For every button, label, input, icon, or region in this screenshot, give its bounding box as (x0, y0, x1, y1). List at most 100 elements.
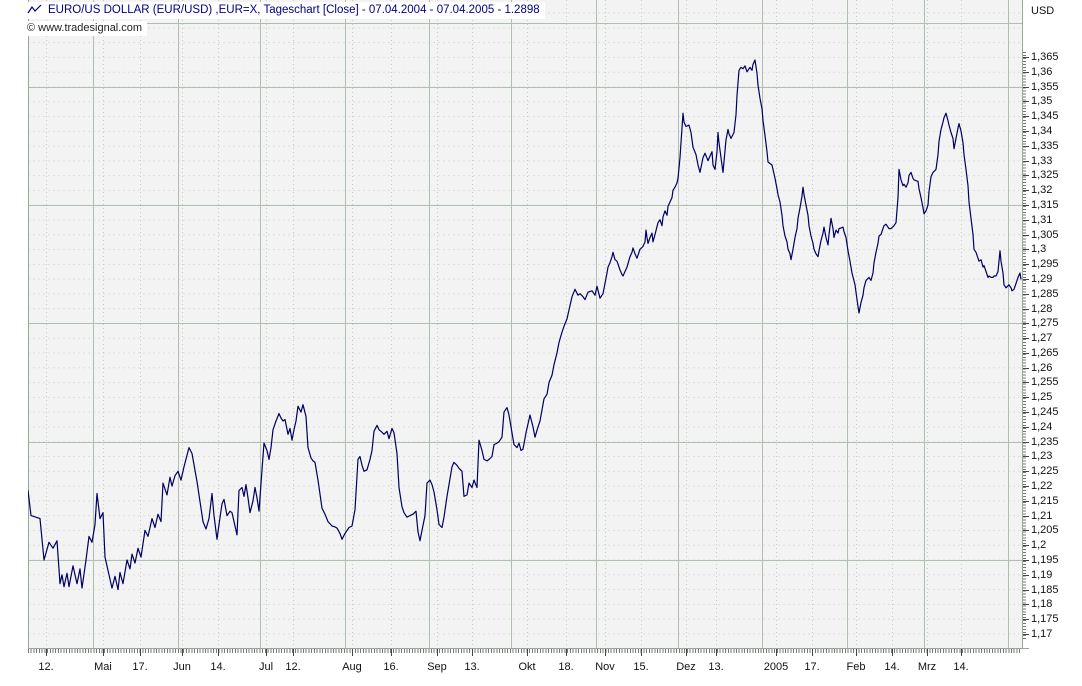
y-axis-label: 1,315 (1031, 198, 1059, 211)
x-grid-dotted-line (927, 0, 928, 648)
y-axis-tick (1023, 486, 1029, 487)
x-axis-label: Sep (427, 661, 447, 673)
x-axis-tick (437, 649, 438, 656)
x-axis-label: Mai (94, 661, 112, 673)
x-grid-dotted-line (892, 0, 893, 648)
y-axis-tick (1023, 560, 1029, 561)
y-axis-line (1022, 0, 1023, 649)
x-grid-dotted-line (566, 0, 567, 648)
y-axis-tick (1023, 294, 1029, 295)
y-axis-tick (1023, 619, 1029, 620)
value-grid-line (28, 442, 1022, 443)
y-axis-label: 1,365 (1031, 51, 1059, 63)
y-axis-label: 1,205 (1031, 524, 1059, 537)
x-axis-tick (566, 649, 567, 656)
month-grid-line (678, 0, 679, 648)
y-axis-label: 1,29 (1031, 272, 1053, 285)
price-line (28, 59, 1022, 591)
x-grid-dotted-line (140, 0, 141, 648)
y-axis-tick (1023, 175, 1029, 176)
title-divider-line (28, 23, 1022, 24)
y-axis-tick (1023, 353, 1029, 354)
y-axis-tick (1023, 634, 1029, 635)
x-axis-label: Aug (342, 661, 362, 673)
x-axis-tick (961, 649, 962, 656)
x-grid-dotted-line (856, 0, 857, 648)
y-axis-label: 1,195 (1031, 554, 1059, 567)
month-grid-line (847, 0, 848, 648)
x-axis-label: 17. (132, 661, 148, 673)
y-axis-label: 1,355 (1031, 80, 1059, 93)
y-axis-label: 1,35 (1031, 95, 1053, 108)
x-axis-tick (812, 649, 813, 656)
x-axis-tick (927, 649, 928, 656)
y-axis-tick (1023, 264, 1029, 265)
plot-area[interactable] (28, 0, 1022, 648)
x-axis-label: Dez (676, 661, 696, 673)
y-axis-tick (1023, 575, 1029, 576)
y-axis-minor-ticks (1023, 52, 1026, 640)
y-axis-tick (1023, 427, 1029, 428)
y-axis-tick (1023, 338, 1029, 339)
copyright-label: © www.tradesignal.com (24, 21, 148, 36)
x-axis-tick (776, 649, 777, 656)
x-axis-tick (527, 649, 528, 656)
y-axis-label: 1,265 (1031, 346, 1059, 359)
y-axis-label: 1,22 (1031, 480, 1053, 493)
y-axis-label: 1,275 (1031, 317, 1059, 330)
x-axis-tick (352, 649, 353, 656)
y-axis-tick (1023, 309, 1029, 310)
x-axis-tick (892, 649, 893, 656)
x-axis-tick (856, 649, 857, 656)
x-axis-tick (391, 649, 392, 656)
y-axis-label: 1,215 (1031, 494, 1059, 507)
y-axis-label: 1,32 (1031, 184, 1053, 197)
x-axis-label: Okt (518, 661, 536, 673)
y-axis-tick (1023, 205, 1029, 206)
y-axis-tick (1023, 235, 1029, 236)
plot-left-border (28, 0, 29, 648)
month-grid-line (260, 0, 261, 648)
month-grid-line (345, 0, 346, 648)
x-axis-tick (686, 649, 687, 656)
x-axis-label: 13. (464, 661, 480, 673)
month-grid-line (762, 0, 763, 648)
x-grid-dotted-line (472, 0, 473, 648)
x-grid-dotted-line (293, 0, 294, 648)
x-axis-tick (218, 649, 219, 656)
x-axis-label: 14. (884, 661, 900, 673)
y-axis-label: 1,31 (1031, 213, 1053, 226)
y-axis-tick (1023, 87, 1029, 88)
y-axis-tick (1023, 530, 1029, 531)
y-axis-label: 1,305 (1031, 228, 1059, 241)
y-axis-label: 1,235 (1031, 435, 1059, 448)
y-axis-label: 1,335 (1031, 139, 1059, 152)
x-axis-line (28, 648, 1029, 649)
x-axis-label: 12. (285, 661, 301, 673)
x-grid-dotted-line (352, 0, 353, 648)
x-axis-label: 15. (633, 661, 649, 673)
y-axis-label: 1,25 (1031, 391, 1053, 404)
y-axis-tick (1023, 72, 1029, 73)
y-axis-tick (1023, 516, 1029, 517)
x-axis-label: Jul (258, 661, 274, 673)
x-grid-dotted-line (46, 0, 47, 648)
x-grid-dotted-line (961, 0, 962, 648)
y-axis-label: 1,3 (1031, 243, 1047, 256)
x-axis-label: 17. (804, 661, 820, 673)
y-axis-label: 1,175 (1031, 613, 1059, 626)
currency-unit-label: USD (1031, 5, 1055, 17)
y-axis-tick (1023, 249, 1029, 250)
y-axis-label: 1,34 (1031, 124, 1053, 137)
y-axis-tick (1023, 279, 1029, 280)
x-axis-tick (472, 649, 473, 656)
y-axis-label: 1,2 (1031, 539, 1047, 552)
x-grid-dotted-line (437, 0, 438, 648)
y-axis-label: 1,23 (1031, 450, 1053, 463)
y-axis-label: 1,27 (1031, 332, 1053, 345)
y-axis-label: 1,345 (1031, 110, 1059, 123)
y-axis-tick (1023, 101, 1029, 102)
x-axis-label: 14. (953, 661, 969, 673)
chart-title: EURO/US DOLLAR (EUR/USD) ,EUR=X, Tagesch… (48, 4, 540, 16)
